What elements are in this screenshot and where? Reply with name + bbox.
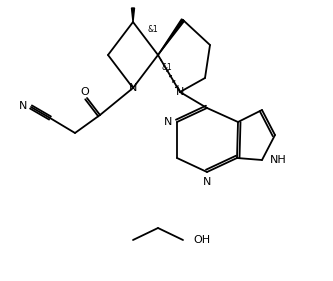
Text: N: N: [164, 117, 172, 127]
Text: N: N: [176, 87, 184, 97]
Text: O: O: [81, 87, 89, 97]
Polygon shape: [132, 8, 135, 22]
Text: N: N: [19, 101, 27, 111]
Text: &1: &1: [148, 26, 159, 35]
Text: N: N: [129, 83, 137, 93]
Text: OH: OH: [193, 235, 210, 245]
Text: N: N: [203, 177, 211, 187]
Polygon shape: [158, 19, 184, 55]
Text: &1: &1: [162, 64, 173, 72]
Text: NH: NH: [270, 155, 287, 165]
